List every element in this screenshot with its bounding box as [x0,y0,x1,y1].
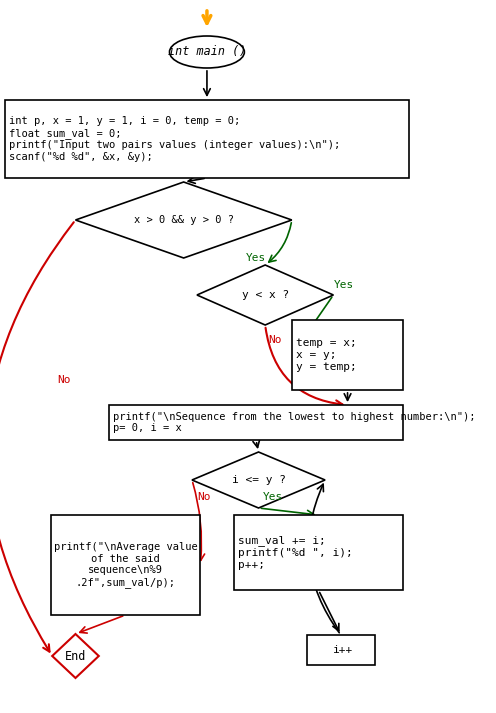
Text: x > 0 && y > 0 ?: x > 0 && y > 0 ? [133,215,234,225]
Text: i++: i++ [333,645,353,655]
Text: sum_val += i;
printf("%d ", i);
p++;: sum_val += i; printf("%d ", i); p++; [238,535,353,570]
Text: int p, x = 1, y = 1, i = 0, temp = 0;
float sum_val = 0;
printf("Input two pairs: int p, x = 1, y = 1, i = 0, temp = 0; fl… [9,116,340,162]
Text: Yes: Yes [263,492,283,502]
FancyBboxPatch shape [5,100,409,178]
Text: No: No [268,335,282,345]
FancyBboxPatch shape [234,515,403,590]
Text: End: End [65,650,86,662]
Text: Yes: Yes [246,253,266,263]
Text: printf("\nAverage value
of the said
sequence\n%9
.2f",sum_val/p);: printf("\nAverage value of the said sequ… [54,542,197,588]
Polygon shape [75,182,292,258]
FancyBboxPatch shape [109,405,403,440]
Text: No: No [57,375,71,385]
Text: int main (): int main () [168,46,246,58]
Polygon shape [197,265,333,325]
Text: printf("\nSequence from the lowest to highest number:\n");
p= 0, i = x: printf("\nSequence from the lowest to hi… [113,411,476,434]
FancyBboxPatch shape [292,320,403,390]
FancyBboxPatch shape [307,635,375,665]
Text: i <= y ?: i <= y ? [232,475,286,485]
Polygon shape [192,452,325,508]
Text: Yes: Yes [333,280,354,290]
Polygon shape [52,634,99,678]
Text: No: No [197,492,210,502]
Text: temp = x;
x = y;
y = temp;: temp = x; x = y; y = temp; [296,339,357,371]
FancyBboxPatch shape [51,515,200,615]
Ellipse shape [170,36,245,68]
Text: y < x ?: y < x ? [242,290,289,300]
